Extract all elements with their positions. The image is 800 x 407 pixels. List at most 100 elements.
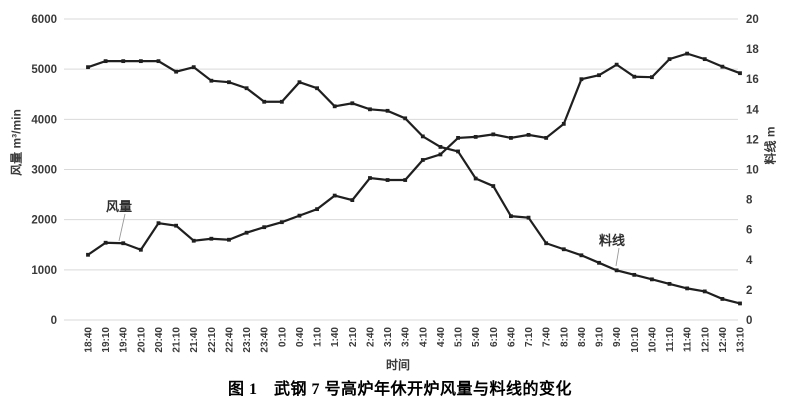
right-axis-tick-label: 8 xyxy=(746,195,753,207)
data-point-marker xyxy=(614,62,619,67)
data-point-marker xyxy=(86,252,90,257)
data-point-marker xyxy=(191,65,196,70)
stock-line-label-leader xyxy=(615,247,620,267)
data-point-marker xyxy=(403,178,408,182)
x-axis-tick-label: 8:40 xyxy=(577,327,588,347)
x-axis-tick-label: 21:40 xyxy=(189,327,200,353)
data-point-marker xyxy=(420,134,425,139)
x-axis-tick-label: 7:40 xyxy=(542,327,553,347)
right-axis-tick-label: 18 xyxy=(746,44,759,56)
data-point-marker xyxy=(579,77,584,82)
data-point-marker xyxy=(138,247,143,252)
data-point-marker xyxy=(491,184,496,188)
x-axis-tick-label: 8:10 xyxy=(559,327,570,347)
data-point-marker xyxy=(649,75,654,80)
data-point-marker xyxy=(332,193,337,198)
data-point-marker xyxy=(174,69,179,74)
data-point-marker xyxy=(667,57,672,62)
data-point-marker xyxy=(297,213,302,218)
data-point-marker xyxy=(138,59,143,64)
data-point-marker xyxy=(368,176,372,180)
x-axis-tick-label: 10:40 xyxy=(647,327,658,353)
data-point-marker xyxy=(262,225,267,230)
data-point-marker xyxy=(209,236,214,241)
x-axis-tick-label: 22:10 xyxy=(207,327,218,353)
x-axis-tick-label: 12:40 xyxy=(718,327,729,353)
data-point-marker xyxy=(191,238,196,243)
x-axis-tick-label: 12:10 xyxy=(700,327,711,353)
x-axis-tick-label: 3:40 xyxy=(401,327,412,347)
data-point-marker xyxy=(579,253,584,258)
left-axis-tick-label: 1000 xyxy=(31,265,57,277)
x-axis-tick-label: 11:10 xyxy=(665,327,676,352)
x-axis-tick-label: 19:10 xyxy=(101,327,112,353)
data-point-marker xyxy=(561,121,566,126)
x-axis-tick-label: 23:10 xyxy=(242,327,253,353)
data-point-marker xyxy=(121,241,126,246)
x-axis-tick-label: 1:10 xyxy=(313,327,324,347)
data-point-marker xyxy=(561,247,566,252)
data-point-marker xyxy=(279,99,284,104)
data-point-marker xyxy=(649,277,654,282)
x-axis-tick-label: 19:40 xyxy=(119,327,130,353)
right-axis-tick-label: 14 xyxy=(746,104,759,116)
x-axis-tick-label: 1:40 xyxy=(330,327,341,347)
x-axis-tick-label: 4:10 xyxy=(418,327,429,347)
data-point-marker xyxy=(544,241,549,246)
data-point-marker xyxy=(597,260,601,265)
data-point-marker xyxy=(526,215,531,220)
x-axis-tick-label: 7:10 xyxy=(524,327,535,347)
left-axis-tick-label: 4000 xyxy=(31,114,57,126)
left-axis-tick-label: 5000 xyxy=(31,64,57,76)
data-point-marker xyxy=(720,64,725,69)
data-point-marker xyxy=(667,281,672,286)
x-axis-tick-label: 6:10 xyxy=(489,327,500,347)
data-point-marker xyxy=(86,65,90,70)
data-point-marker xyxy=(227,80,231,85)
data-point-marker xyxy=(385,108,390,113)
data-point-marker xyxy=(209,78,214,83)
x-axis-tick-label: 11:40 xyxy=(683,327,694,352)
left-axis-tick-label: 6000 xyxy=(31,14,57,26)
left-axis-tick-label: 3000 xyxy=(31,165,57,177)
x-axis-tick-label: 2:10 xyxy=(348,327,359,347)
data-point-marker xyxy=(614,268,619,273)
x-axis-tick-label: 5:40 xyxy=(471,327,482,347)
data-point-marker xyxy=(262,99,267,104)
data-point-marker xyxy=(456,135,460,140)
data-point-marker xyxy=(473,176,478,181)
data-point-marker xyxy=(297,80,302,85)
data-point-marker xyxy=(438,152,443,157)
x-axis-tick-label: 3:10 xyxy=(383,327,394,347)
left-axis-tick-label: 0 xyxy=(51,315,57,327)
data-point-marker xyxy=(456,149,460,154)
stock-line-line xyxy=(87,60,741,305)
right-axis-tick-label: 16 xyxy=(746,74,759,86)
data-point-marker xyxy=(438,145,443,149)
data-point-marker xyxy=(315,207,319,212)
stock-line-series-label: 料线 xyxy=(599,233,626,248)
data-point-marker xyxy=(403,116,408,121)
data-point-marker xyxy=(702,289,707,294)
x-axis-tick-label: 21:10 xyxy=(172,327,183,353)
x-axis-tick-label: 5:10 xyxy=(454,327,465,347)
x-axis-tick-label: 20:10 xyxy=(136,327,147,353)
data-point-marker xyxy=(720,297,725,301)
data-point-marker xyxy=(526,132,531,137)
air-volume-label-leader xyxy=(118,213,126,242)
data-point-marker xyxy=(544,135,549,140)
data-point-marker xyxy=(473,134,478,139)
right-axis-tick-label: 6 xyxy=(746,225,752,237)
data-point-marker xyxy=(244,86,249,91)
data-point-marker xyxy=(597,73,601,78)
data-point-marker xyxy=(702,57,707,62)
air-volume-series-label: 风量 xyxy=(106,199,133,214)
data-point-marker xyxy=(156,59,161,64)
right-axis-tick-label: 2 xyxy=(746,285,752,297)
data-point-marker xyxy=(156,221,161,226)
data-point-marker xyxy=(420,158,425,162)
data-point-marker xyxy=(332,104,337,109)
data-point-marker xyxy=(685,51,690,56)
right-axis-title: 料线 m xyxy=(763,126,778,165)
